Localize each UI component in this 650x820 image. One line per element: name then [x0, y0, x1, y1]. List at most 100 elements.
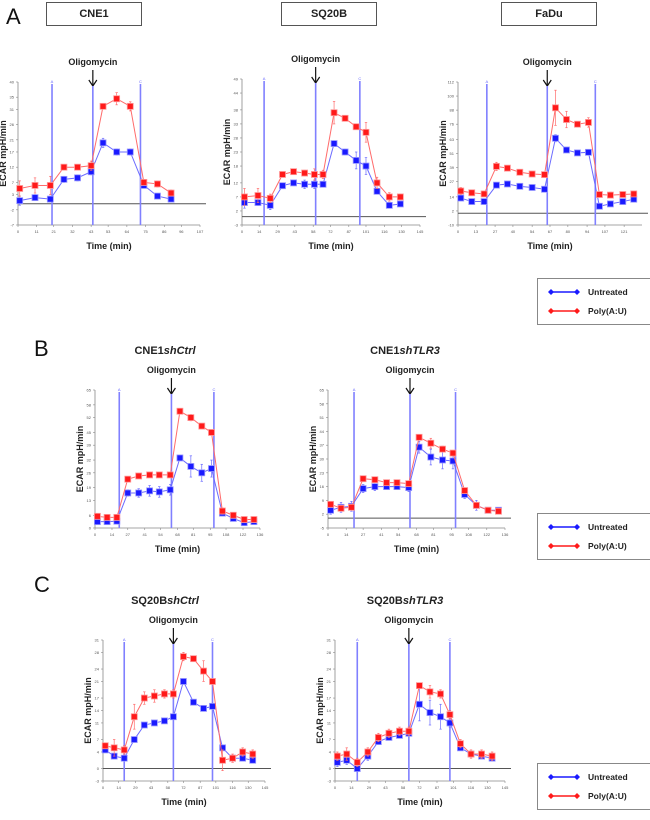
- subtitle-base: SQ20B: [131, 595, 168, 607]
- legend-item-untreated: Untreated: [548, 521, 628, 533]
- data-point: [198, 469, 206, 477]
- y-tick-label: 2: [452, 208, 455, 213]
- data-point: [254, 192, 262, 199]
- data-point: [198, 422, 206, 430]
- x-tick-label: 27: [361, 532, 366, 537]
- y-tick-label: 35: [10, 95, 15, 100]
- data-point: [352, 157, 360, 164]
- y-axis-label: ECAR mpH/min: [75, 426, 85, 493]
- x-tick-label: 58: [401, 785, 406, 790]
- data-point: [348, 503, 355, 511]
- x-axis-label: Time (min): [394, 544, 439, 554]
- header-cne1: CNE1: [46, 2, 142, 26]
- panel-letter-a: A: [6, 4, 21, 29]
- y-tick-label: 31: [95, 638, 100, 643]
- data-point: [176, 407, 184, 415]
- data-point: [239, 748, 247, 756]
- data-point: [552, 104, 559, 112]
- x-tick-label: 108: [223, 532, 230, 537]
- x-tick-label: 41: [143, 532, 148, 537]
- polyau-line-icon: [548, 308, 580, 314]
- x-tick-label: 145: [502, 785, 509, 790]
- data-point: [449, 449, 457, 457]
- legend-item-polyau: Poly(A:U): [548, 540, 627, 552]
- series-line-polyau: [105, 656, 253, 761]
- data-point: [427, 439, 435, 447]
- data-point: [146, 487, 153, 495]
- data-point: [190, 698, 197, 706]
- header-sq20b: SQ20B: [281, 2, 377, 26]
- data-point: [541, 185, 548, 193]
- y-tick-label: 7: [12, 180, 15, 185]
- x-tick-label: 27: [493, 229, 498, 234]
- x-tick-label: 86: [162, 229, 167, 234]
- data-point: [374, 734, 382, 741]
- data-point: [457, 187, 465, 195]
- x-tick-label: 43: [383, 785, 388, 790]
- data-point: [208, 465, 215, 472]
- y-tick-label: 17: [95, 696, 100, 701]
- injection-marker: C: [448, 637, 451, 642]
- data-point: [468, 198, 476, 205]
- untreated-line-icon: [548, 774, 580, 780]
- y-tick-label: 7: [329, 737, 332, 742]
- data-point: [301, 180, 309, 188]
- header-fadu: FaDu: [501, 2, 597, 26]
- x-tick-label: 68: [414, 532, 419, 537]
- data-point: [240, 516, 248, 523]
- subtitle-cne1shtlr3: CNE1shTLR3: [325, 345, 485, 357]
- data-point: [290, 179, 297, 187]
- data-point: [528, 184, 536, 191]
- y-tick-label: -3: [327, 779, 331, 784]
- y-tick-label: 0: [329, 766, 332, 771]
- oligomycin-label: Oligomycin: [384, 615, 433, 625]
- data-point: [327, 500, 335, 508]
- y-tick-label: 7: [97, 737, 100, 742]
- x-tick-label: 130: [398, 229, 405, 234]
- y-tick-label: 51: [320, 415, 325, 420]
- x-tick-label: 72: [181, 785, 186, 790]
- data-point: [94, 512, 101, 520]
- y-tick-label: 28: [95, 650, 100, 655]
- data-point: [426, 688, 434, 696]
- data-point: [126, 102, 134, 110]
- y-axis-label: ECAR mpH/min: [83, 677, 93, 744]
- subtitle-base: CNE1: [370, 345, 400, 357]
- data-point: [457, 194, 465, 202]
- data-point: [169, 713, 177, 721]
- data-point: [209, 678, 216, 685]
- data-point: [46, 182, 54, 189]
- legend-label: Untreated: [588, 522, 628, 532]
- x-axis-label: Time (min): [155, 544, 200, 554]
- x-tick-label: 43: [293, 229, 298, 234]
- y-tick-label: 28: [234, 135, 239, 140]
- subtitle-italic: shCtrl: [163, 345, 196, 357]
- legend-label: Poly(A:U): [588, 791, 627, 801]
- x-axis-label: Time (min): [397, 797, 442, 807]
- x-axis-label: Time (min): [86, 241, 131, 251]
- x-tick-label: 81: [431, 532, 436, 537]
- data-point: [180, 653, 187, 660]
- x-tick-label: 87: [435, 785, 440, 790]
- data-point: [504, 180, 511, 188]
- y-tick-label: 49: [234, 77, 239, 82]
- y-tick-label: 18: [234, 164, 239, 169]
- x-tick-label: 64: [125, 229, 130, 234]
- data-point: [200, 705, 207, 712]
- data-point: [279, 182, 286, 190]
- data-point: [311, 180, 318, 188]
- series-line-untreated: [460, 137, 634, 207]
- legend-item-polyau: Poly(A:U): [548, 305, 627, 317]
- data-point: [154, 180, 161, 188]
- data-point: [415, 443, 423, 451]
- data-point: [574, 120, 581, 128]
- data-point: [630, 190, 638, 198]
- data-point: [353, 758, 361, 766]
- x-tick-label: 121: [621, 229, 628, 234]
- data-point: [364, 748, 372, 756]
- data-point: [362, 128, 370, 136]
- y-tick-label: 16: [320, 484, 325, 489]
- data-point: [478, 750, 485, 758]
- x-tick-label: 32: [70, 229, 75, 234]
- x-tick-label: 95: [449, 532, 454, 537]
